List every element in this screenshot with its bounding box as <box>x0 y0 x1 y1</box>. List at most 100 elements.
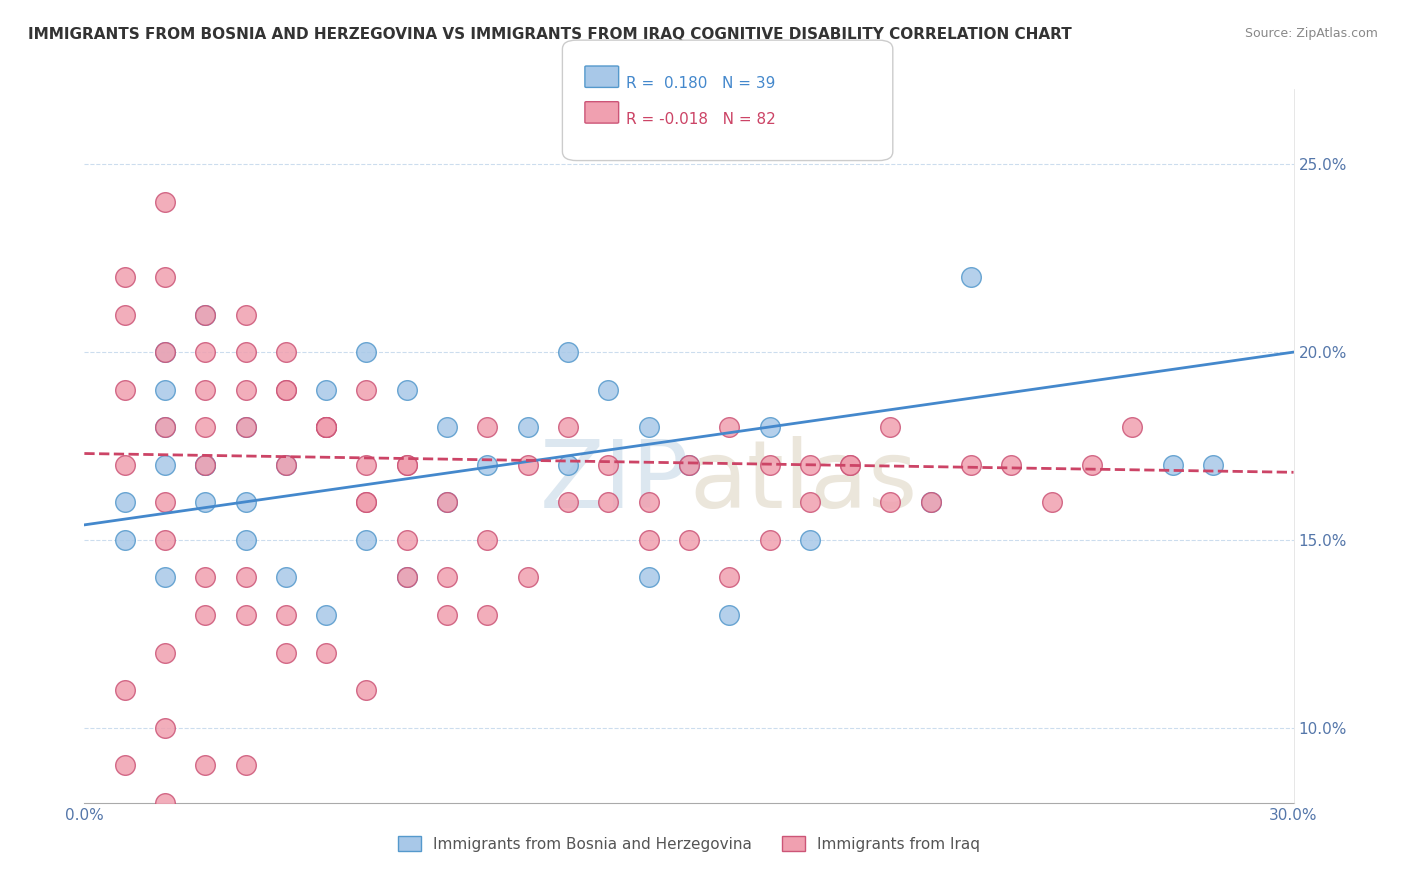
Point <box>436 495 458 509</box>
Point <box>557 420 579 434</box>
Point <box>477 607 499 622</box>
Point <box>395 458 418 472</box>
Point <box>395 570 418 584</box>
Point <box>477 533 499 547</box>
Point <box>235 570 257 584</box>
Point <box>436 495 458 509</box>
Point <box>356 458 378 472</box>
Point <box>356 495 378 509</box>
Point <box>153 533 176 547</box>
Point <box>194 495 217 509</box>
Point <box>436 607 458 622</box>
Point <box>557 458 579 472</box>
Point <box>799 458 821 472</box>
Point <box>557 345 579 359</box>
Point <box>114 683 136 698</box>
Point <box>194 758 217 772</box>
Point <box>315 420 337 434</box>
Point <box>274 458 297 472</box>
Point <box>235 495 257 509</box>
Point <box>194 458 217 472</box>
Point <box>235 607 257 622</box>
Point <box>758 420 780 434</box>
Point <box>477 420 499 434</box>
Point <box>114 458 136 472</box>
Point <box>1161 458 1184 472</box>
Point <box>274 458 297 472</box>
Point <box>153 383 176 397</box>
Point <box>194 458 217 472</box>
Point <box>356 683 378 698</box>
Point <box>194 308 217 322</box>
Point <box>274 570 297 584</box>
Point <box>153 345 176 359</box>
Point <box>1040 495 1063 509</box>
Point <box>315 646 337 660</box>
Point <box>516 570 538 584</box>
Point <box>395 458 418 472</box>
Point <box>395 570 418 584</box>
Point <box>678 533 700 547</box>
Point <box>879 495 901 509</box>
Point <box>153 345 176 359</box>
Point <box>879 420 901 434</box>
Point <box>598 383 620 397</box>
Point <box>194 458 217 472</box>
Point <box>114 533 136 547</box>
Point <box>678 458 700 472</box>
Point <box>114 495 136 509</box>
Point <box>436 570 458 584</box>
Point <box>274 345 297 359</box>
Point <box>274 383 297 397</box>
Point <box>1081 458 1104 472</box>
Point <box>395 533 418 547</box>
Point <box>637 533 659 547</box>
Text: ZIP: ZIP <box>540 435 689 528</box>
Point <box>598 495 620 509</box>
Point <box>114 270 136 285</box>
Point <box>395 383 418 397</box>
Point <box>799 495 821 509</box>
Point <box>839 458 862 472</box>
Point <box>436 420 458 434</box>
Point <box>114 758 136 772</box>
Point <box>315 607 337 622</box>
Legend: Immigrants from Bosnia and Herzegovina, Immigrants from Iraq: Immigrants from Bosnia and Herzegovina, … <box>389 828 988 859</box>
Point <box>194 607 217 622</box>
Point <box>235 758 257 772</box>
Point <box>194 383 217 397</box>
Point <box>356 495 378 509</box>
Point <box>960 270 983 285</box>
Point <box>315 420 337 434</box>
Text: atlas: atlas <box>689 435 917 528</box>
Point <box>153 194 176 209</box>
Point <box>235 420 257 434</box>
Point <box>678 458 700 472</box>
Point <box>477 458 499 472</box>
Point <box>153 420 176 434</box>
Point <box>637 420 659 434</box>
Point <box>153 796 176 810</box>
Point <box>194 308 217 322</box>
Point <box>315 420 337 434</box>
Point <box>758 458 780 472</box>
Text: R =  0.180   N = 39: R = 0.180 N = 39 <box>626 76 775 91</box>
Point <box>356 533 378 547</box>
Point <box>557 495 579 509</box>
Point <box>274 383 297 397</box>
Point <box>315 383 337 397</box>
Point <box>153 495 176 509</box>
Point <box>920 495 942 509</box>
Point <box>839 458 862 472</box>
Point <box>274 607 297 622</box>
Point <box>718 420 741 434</box>
Point <box>637 495 659 509</box>
Text: IMMIGRANTS FROM BOSNIA AND HERZEGOVINA VS IMMIGRANTS FROM IRAQ COGNITIVE DISABIL: IMMIGRANTS FROM BOSNIA AND HERZEGOVINA V… <box>28 27 1071 42</box>
Point <box>315 420 337 434</box>
Point <box>758 533 780 547</box>
Point <box>235 533 257 547</box>
Text: Source: ZipAtlas.com: Source: ZipAtlas.com <box>1244 27 1378 40</box>
Point <box>194 420 217 434</box>
Text: R = -0.018   N = 82: R = -0.018 N = 82 <box>626 112 776 127</box>
Point <box>114 383 136 397</box>
